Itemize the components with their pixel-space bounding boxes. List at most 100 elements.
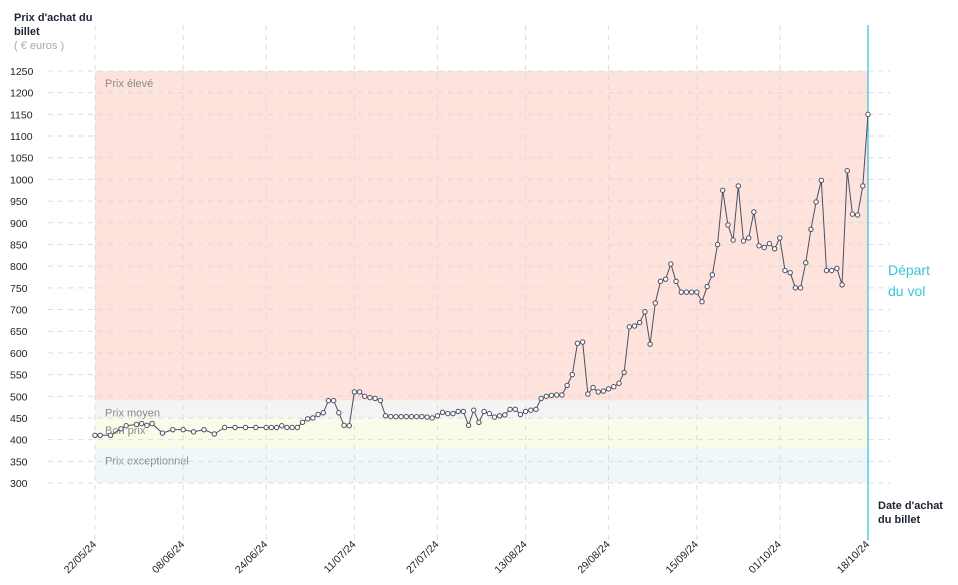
price-point	[362, 393, 368, 399]
price-point	[668, 261, 674, 267]
band-label: Bon prix	[105, 425, 146, 437]
price-point	[408, 413, 415, 420]
price-point	[372, 395, 378, 402]
price-point	[787, 269, 793, 276]
price-point	[564, 382, 570, 389]
price-point	[413, 413, 420, 420]
price-point	[393, 413, 399, 420]
price-point	[751, 209, 757, 215]
price-point	[170, 426, 176, 433]
price-point	[735, 183, 742, 189]
x-axis-title: Date d'achat du billet	[878, 500, 943, 526]
price-point	[647, 341, 653, 347]
price-point	[808, 226, 814, 232]
price-point	[284, 424, 290, 431]
y-tick-label: 300	[10, 478, 28, 490]
price-point	[455, 408, 461, 415]
x-tick-label: 27/07/24	[404, 539, 441, 576]
price-point	[138, 420, 145, 427]
price-point	[445, 410, 451, 417]
price-point	[273, 424, 280, 431]
price-point	[834, 265, 840, 272]
price-point	[782, 267, 788, 274]
price-point	[299, 419, 306, 425]
price-point	[481, 408, 487, 415]
x-tick-label: 24/06/24	[233, 539, 270, 576]
price-point	[253, 424, 259, 431]
price-point	[263, 424, 269, 431]
y-tick-label: 1250	[10, 66, 34, 78]
price-point	[315, 411, 321, 418]
price-point	[761, 244, 767, 251]
price-point	[626, 324, 633, 330]
price-point	[704, 283, 710, 290]
y-tick-label: 1100	[10, 131, 33, 143]
band-label: Prix exceptionnel	[105, 455, 189, 467]
price-band	[95, 400, 868, 418]
price-point	[512, 406, 518, 412]
y-tick-label: 1000	[10, 174, 34, 186]
y-tick-label: 350	[10, 456, 28, 468]
x-tick-label: 18/10/24	[835, 539, 872, 576]
price-point	[694, 289, 700, 295]
price-point	[310, 415, 316, 421]
price-point	[465, 422, 472, 429]
price-point	[823, 267, 830, 274]
price-point	[720, 187, 726, 193]
price-point	[860, 183, 866, 189]
price-point	[133, 421, 140, 428]
y-tick-label: 1200	[10, 88, 34, 100]
x-tick-label: 11/07/24	[322, 539, 359, 576]
y-tick-label: 600	[10, 348, 28, 360]
y-tick-label: 700	[10, 305, 28, 317]
y-tick-label: 500	[10, 391, 28, 403]
y-axis-title: Prix d'achat du billet	[14, 12, 93, 38]
price-point	[637, 319, 643, 326]
price-point	[491, 414, 498, 420]
price-point	[631, 323, 638, 329]
price-point	[419, 413, 425, 420]
price-point	[356, 389, 363, 395]
price-point	[159, 430, 166, 436]
x-tick-label: 08/06/24	[150, 539, 187, 576]
price-point	[221, 424, 228, 431]
price-point	[548, 392, 555, 399]
y-tick-label: 550	[10, 370, 28, 382]
price-point	[97, 432, 103, 438]
price-point	[123, 423, 129, 429]
price-point	[792, 285, 799, 291]
price-point	[382, 413, 389, 419]
price-point	[554, 392, 560, 398]
x-tick-label: 15/09/24	[664, 539, 701, 576]
price-point	[673, 278, 679, 285]
price-point	[367, 394, 373, 401]
price-point	[683, 289, 690, 295]
y-tick-label: 950	[10, 196, 28, 208]
price-point	[849, 211, 856, 217]
price-point	[771, 246, 778, 252]
price-point	[351, 389, 358, 395]
y-tick-label: 800	[10, 261, 28, 273]
price-point	[828, 267, 835, 274]
price-point	[388, 413, 394, 420]
price-point	[678, 289, 684, 295]
price-point	[699, 299, 705, 305]
price-point	[714, 241, 721, 248]
price-point	[813, 199, 819, 205]
y-tick-label: 850	[10, 239, 28, 251]
y-tick-label: 1150	[10, 109, 33, 121]
price-band	[95, 448, 868, 483]
price-point	[144, 422, 150, 429]
price-point	[434, 413, 441, 419]
price-point	[522, 408, 529, 415]
y-tick-label: 900	[10, 218, 28, 230]
x-tick-label: 01/10/24	[747, 539, 784, 576]
price-point	[777, 235, 783, 241]
price-point	[730, 237, 736, 243]
price-point	[657, 278, 664, 285]
price-point	[305, 416, 311, 422]
price-point	[740, 238, 747, 244]
price-point	[745, 235, 752, 241]
